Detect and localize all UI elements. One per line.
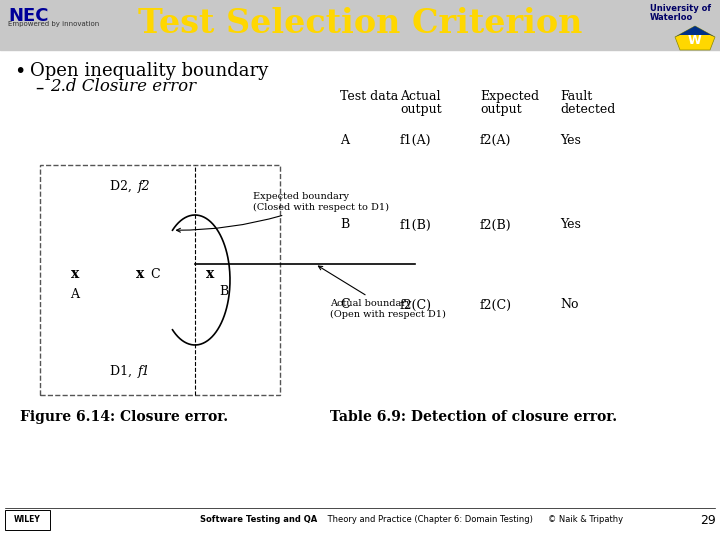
Text: Actual: Actual	[400, 90, 441, 103]
Text: WILEY: WILEY	[14, 516, 40, 524]
Bar	[0, 0, 720, 50]
Text: f2: f2	[138, 180, 150, 193]
Text: f2(A): f2(A)	[480, 133, 511, 146]
Text: f2(B): f2(B)	[480, 219, 512, 232]
Text: B: B	[219, 285, 228, 298]
Text: f2(C): f2(C)	[480, 299, 512, 312]
Text: x: x	[136, 267, 144, 281]
Bar	[5, 510, 50, 530]
Text: Test data: Test data	[340, 90, 398, 103]
Text: C: C	[340, 299, 350, 312]
Text: •: •	[14, 62, 25, 81]
Text: University of: University of	[650, 4, 711, 13]
Text: NEC: NEC	[8, 7, 48, 25]
Text: output: output	[480, 103, 521, 116]
Text: x: x	[206, 267, 214, 281]
Text: C: C	[150, 267, 160, 280]
Text: f1: f1	[138, 365, 150, 378]
Text: A: A	[71, 288, 79, 301]
Text: f1(A): f1(A)	[400, 133, 431, 146]
Text: D2,: D2,	[110, 180, 136, 193]
Bar	[40, 165, 280, 395]
Text: f1(B): f1(B)	[400, 219, 432, 232]
Text: D1,: D1,	[110, 365, 136, 378]
Text: Figure 6.14: Closure error.: Figure 6.14: Closure error.	[20, 410, 228, 424]
Text: No: No	[560, 299, 578, 312]
Polygon shape	[675, 26, 715, 37]
Text: © Naik & Tripathy: © Naik & Tripathy	[548, 516, 623, 524]
Text: A: A	[340, 133, 349, 146]
Text: Expected: Expected	[480, 90, 539, 103]
Text: f2(C): f2(C)	[400, 299, 432, 312]
Text: Test Selection Criterion: Test Selection Criterion	[138, 7, 582, 40]
Text: Expected boundary
(Closed with respect to D1): Expected boundary (Closed with respect t…	[176, 192, 389, 232]
Text: detected: detected	[560, 103, 616, 116]
Text: Yes: Yes	[560, 133, 581, 146]
Text: W: W	[688, 33, 702, 46]
Text: Open inequality boundary: Open inequality boundary	[30, 62, 269, 80]
Text: Software Testing and QA: Software Testing and QA	[200, 516, 318, 524]
Polygon shape	[675, 26, 715, 50]
Text: 2.d Closure error: 2.d Closure error	[50, 78, 196, 95]
Text: –: –	[35, 79, 43, 97]
Text: x: x	[71, 267, 79, 281]
Text: Theory and Practice (Chapter 6: Domain Testing): Theory and Practice (Chapter 6: Domain T…	[325, 516, 533, 524]
Text: Waterloo: Waterloo	[650, 13, 693, 22]
Text: Table 6.9: Detection of closure error.: Table 6.9: Detection of closure error.	[330, 410, 617, 424]
Text: Empowered by innovation: Empowered by innovation	[8, 21, 99, 27]
Text: Yes: Yes	[560, 219, 581, 232]
Text: 29: 29	[700, 514, 716, 526]
Text: output: output	[400, 103, 441, 116]
Text: Actual boundary
(Open with respect D1): Actual boundary (Open with respect D1)	[318, 266, 446, 319]
Text: Fault: Fault	[560, 90, 593, 103]
Text: B: B	[340, 219, 349, 232]
